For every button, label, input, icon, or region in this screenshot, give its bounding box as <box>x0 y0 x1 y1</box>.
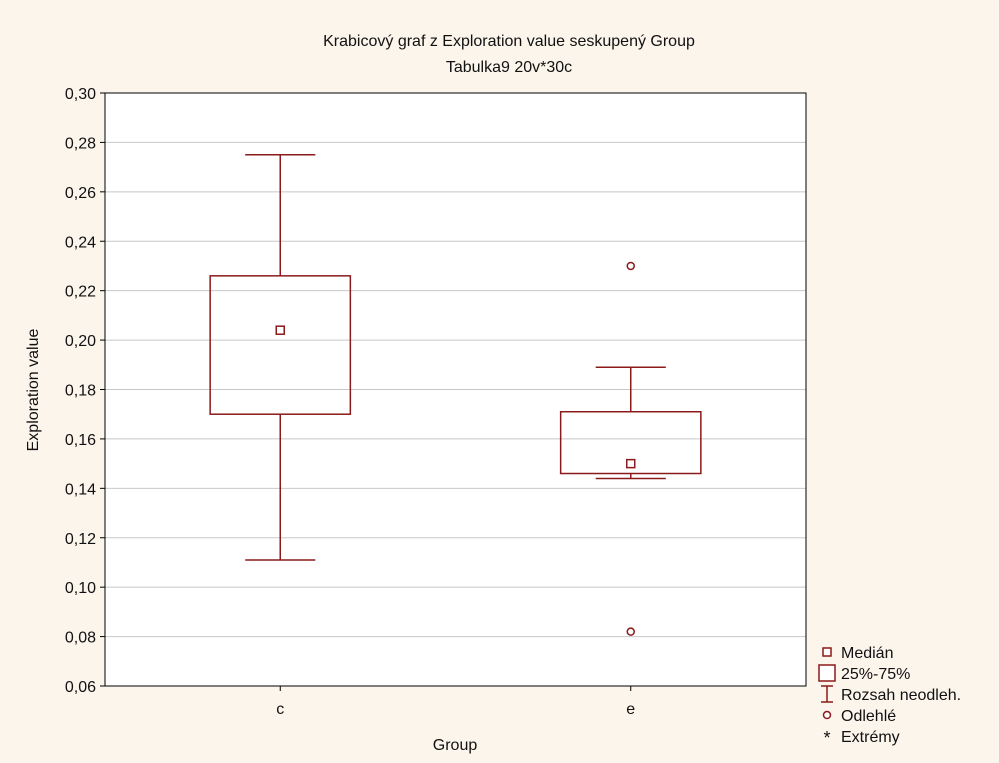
y-tick-label: 0,28 <box>65 135 96 152</box>
chart-subtitle: Tabulka9 20v*30c <box>446 59 572 76</box>
outlier-point <box>626 261 635 271</box>
x-tick-label: e <box>626 701 635 718</box>
y-tick-label: 0,26 <box>65 185 96 202</box>
legend-label: Extrémy <box>841 729 900 746</box>
y-axis-label: Exploration value <box>25 329 42 452</box>
x-tick-label: c <box>276 701 284 718</box>
y-tick-label: 0,06 <box>65 679 96 696</box>
plot-frame <box>104 92 807 687</box>
y-tick-label: 0,22 <box>65 284 96 301</box>
grid-lines <box>105 141 806 638</box>
y-axis: 0,06 0,08 0,10 0,12 0,14 0,16 0,18 0,20 0,22 0,24… <box>65 86 105 696</box>
legend: Medián 25%-75% Rozsah neodleh. Odlehlé * Extr… <box>818 645 961 748</box>
y-tick-label: 0,14 <box>65 481 96 498</box>
y-tick-label: 0,24 <box>65 234 96 251</box>
legend-label: 25%-75% <box>841 666 910 683</box>
box-iqr <box>559 410 702 475</box>
median-marker <box>275 325 285 335</box>
chart-title: Krabicový graf z Exploration value sesku… <box>323 33 695 50</box>
median-marker <box>626 458 636 469</box>
legend-label: Rozsah neodleh. <box>841 687 961 704</box>
legend-box-icon <box>818 664 836 682</box>
legend-label: Odlehlé <box>841 708 896 725</box>
y-tick-label: 0,12 <box>65 531 96 548</box>
y-tick-label: 0,16 <box>65 432 96 449</box>
legend-outlier-icon <box>822 710 832 720</box>
outlier-point <box>626 627 635 636</box>
legend-median-icon <box>822 647 832 657</box>
box-iqr <box>209 275 352 415</box>
y-tick-label: 0,30 <box>65 86 96 103</box>
y-tick-label: 0,08 <box>65 630 96 647</box>
y-tick-label: 0,18 <box>65 383 96 400</box>
y-tick-label: 0,10 <box>65 580 96 597</box>
boxes <box>209 154 702 636</box>
y-tick-label: 0,20 <box>65 333 96 350</box>
x-axis-label: Group <box>433 737 478 754</box>
legend-extreme-icon: * <box>823 728 830 748</box>
legend-label: Medián <box>841 645 893 662</box>
